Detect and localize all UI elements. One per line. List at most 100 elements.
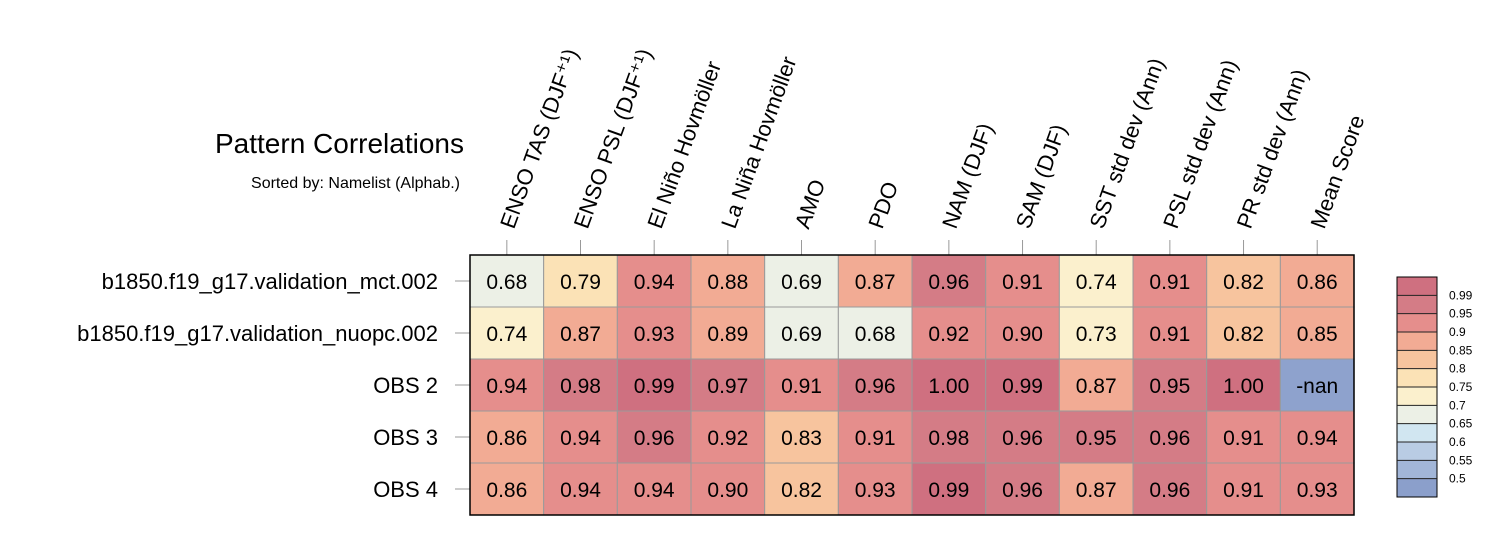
cell-value-label: 0.94 (560, 427, 601, 450)
cell-value-label: 0.92 (928, 323, 969, 346)
cell-value-label: 0.94 (560, 479, 601, 502)
legend-level-label: 0.99 (1449, 288, 1473, 302)
column-label: PDO (863, 178, 903, 231)
legend-level-label: 0.7 (1449, 398, 1466, 412)
legend-swatch (1397, 350, 1437, 369)
cell-value-label: 0.82 (781, 479, 822, 502)
cell-value-label: 0.96 (1002, 479, 1043, 502)
chart-title: Pattern Correlations (215, 128, 464, 159)
cell-value-label: 0.91 (855, 427, 896, 450)
heatmap-cell (1206, 462, 1281, 516)
heatmap-cell (1058, 410, 1134, 464)
row-ticks (455, 280, 470, 490)
row-label: OBS 4 (373, 477, 438, 502)
heatmap-cell (616, 462, 692, 516)
cell-value-label: 0.68 (855, 323, 896, 346)
legend-swatch (1397, 405, 1437, 424)
cell-value-label: 0.79 (560, 271, 601, 294)
heatmap-cell (543, 462, 618, 516)
cell-value-label: 0.85 (1297, 323, 1338, 346)
cell-value-label: 0.88 (707, 271, 748, 294)
heatmap-cell (1279, 358, 1355, 412)
cell-value-label: 0.74 (486, 323, 527, 346)
cell-value-label: 0.94 (634, 479, 675, 502)
legend-swatch (1397, 295, 1437, 314)
cell-value-label: 0.93 (1297, 479, 1338, 502)
heatmap-cell (543, 254, 618, 308)
cell-value-label: 0.82 (1223, 323, 1264, 346)
heatmap-cell (837, 410, 913, 464)
cell-value-label: 0.94 (1297, 427, 1338, 450)
cell-value-label: 0.96 (928, 271, 969, 294)
legend-swatch (1397, 478, 1437, 497)
column-ticks (506, 240, 1318, 255)
cell-value-label: 0.92 (707, 427, 748, 450)
column-label: ENSO TAS (DJF⁺¹) (495, 45, 583, 231)
cell-value-label: 0.83 (781, 427, 822, 450)
column-label: La Niña Hovmöller (716, 53, 801, 232)
row-label: b1850.f19_g17.validation_nuopc.002 (77, 321, 438, 346)
cell-value-label: 0.96 (1002, 427, 1043, 450)
cell-value-label: 0.96 (855, 375, 896, 398)
cell-value-label: 0.99 (928, 479, 969, 502)
cell-value-label: 0.86 (1297, 271, 1338, 294)
cell-value-label: 0.69 (781, 323, 822, 346)
cell-value-label: 0.91 (1149, 271, 1190, 294)
cell-value-label: 0.90 (707, 479, 748, 502)
heatmap-cell (985, 410, 1060, 464)
heatmap-cell (764, 358, 839, 412)
cell-value-label: 0.94 (486, 375, 527, 398)
row-label: b1850.f19_g17.validation_mct.002 (102, 269, 438, 294)
heatmap-cell (1132, 462, 1208, 516)
heatmap-cell (1058, 462, 1134, 516)
column-label: PSL std dev (Ann) (1158, 56, 1242, 232)
heatmap-cell (911, 462, 987, 516)
color-legend: 0.99 0.95 0.9 0.85 0.8 0.75 0.7 0.65 0.6 0.55 0.5 (1396, 276, 1473, 498)
legend-level-label: 0.5 (1449, 472, 1466, 486)
heatmap-cell (837, 462, 913, 516)
heatmap-frame (469, 254, 1355, 516)
cell-value-label: 0.95 (1076, 427, 1117, 450)
heatmap-cell (469, 358, 545, 412)
cell-value-label: 0.73 (1076, 323, 1117, 346)
cell-value-label: 0.91 (1149, 323, 1190, 346)
heatmap-cell (616, 254, 692, 308)
legend-level-label: 0.75 (1449, 380, 1473, 394)
heatmap-cell (985, 254, 1060, 308)
heatmap-cell (911, 306, 987, 360)
cell-value-label: 0.91 (781, 375, 822, 398)
cell-value-label: 0.98 (928, 427, 969, 450)
cell-value-label: 0.96 (634, 427, 675, 450)
column-label: PR std dev (Ann) (1232, 66, 1313, 232)
cell-value-label: 1.00 (928, 375, 969, 398)
chart-subtitle: Sorted by: Namelist (Alphab.) (251, 175, 460, 192)
legend-level-label: 0.55 (1449, 453, 1473, 467)
cell-value-label: 0.74 (1076, 271, 1117, 294)
cell-value-label: 0.91 (1002, 271, 1043, 294)
cell-value-label: 0.95 (1149, 375, 1190, 398)
heatmap-cell (985, 358, 1060, 412)
legend-swatch (1397, 460, 1437, 479)
heatmap-cell (1206, 306, 1281, 360)
cell-value-label: 0.87 (560, 323, 601, 346)
heatmap-cell (911, 358, 987, 412)
legend-level-label: 0.8 (1449, 362, 1466, 376)
legend-swatch (1397, 368, 1437, 387)
column-label: NAM (DJF) (937, 120, 998, 232)
cell-value-label: 0.87 (1076, 375, 1117, 398)
row-labels: b1850.f19_g17.validation_mct.002 b1850.f1… (77, 269, 438, 502)
cell-value-label: 0.90 (1002, 323, 1043, 346)
column-label: Mean Score (1305, 112, 1369, 232)
legend-level-label: 0.65 (1449, 417, 1473, 431)
column-label: ENSO PSL (DJF⁺¹) (569, 45, 657, 231)
column-label: SAM (DJF) (1011, 121, 1072, 232)
column-labels: ENSO TAS (DJF⁺¹)ENSO PSL (DJF⁺¹)El Niño … (495, 45, 1369, 231)
cell-value-label: 0.82 (1223, 271, 1264, 294)
legend-swatch (1397, 423, 1437, 442)
legend-level-label: 0.85 (1449, 343, 1473, 357)
heatmap-cell (764, 306, 839, 360)
cell-value-label: 0.94 (634, 271, 675, 294)
row-label: OBS 2 (373, 373, 438, 398)
cell-value-label: 0.87 (855, 271, 896, 294)
